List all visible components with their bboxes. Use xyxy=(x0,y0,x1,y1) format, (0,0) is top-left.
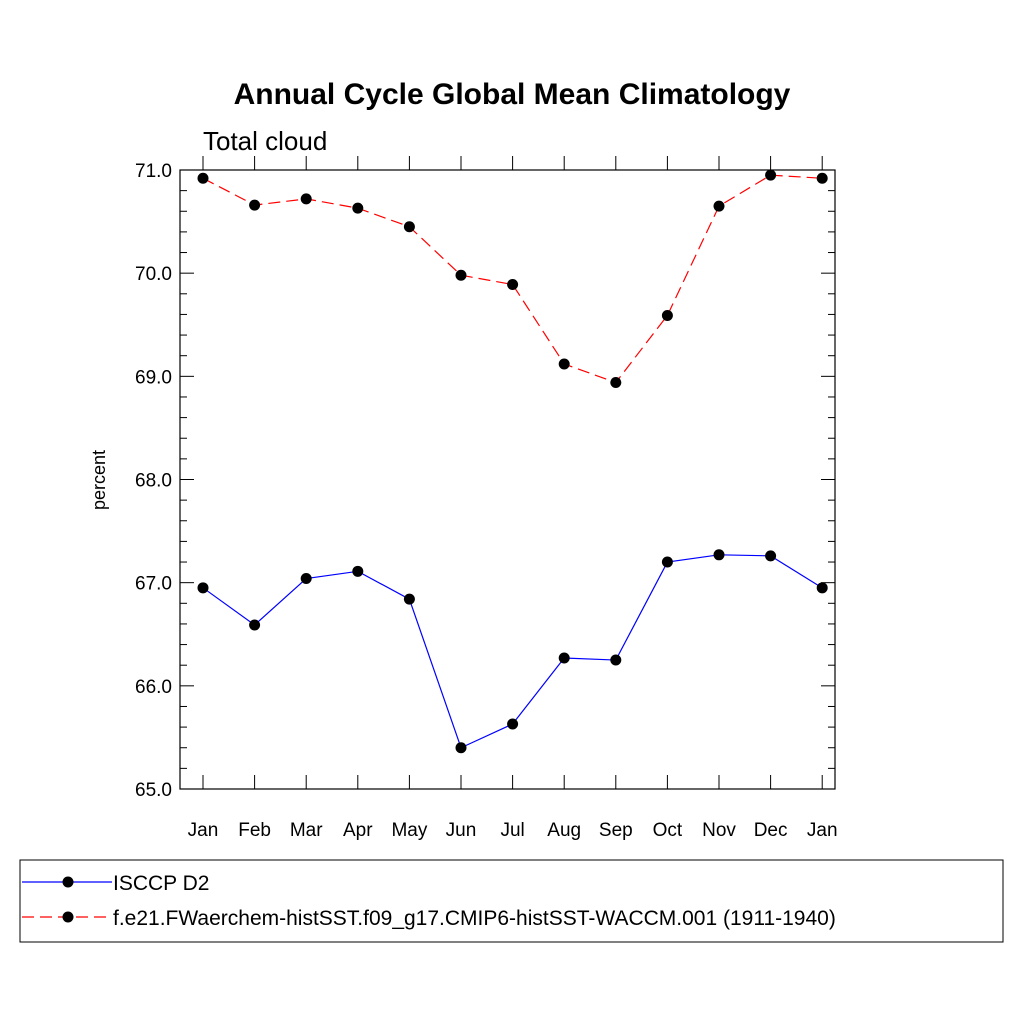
data-point-series-2 xyxy=(816,172,828,184)
data-point-series-2 xyxy=(197,172,209,184)
data-point-series-1 xyxy=(558,652,570,664)
data-point-series-1 xyxy=(661,556,673,568)
data-point-series-1 xyxy=(816,582,828,594)
x-tick-label: Sep xyxy=(599,820,633,841)
y-axis-label: percent xyxy=(89,450,109,510)
legend-label-1: ISCCP D2 xyxy=(113,872,209,895)
x-tick-label: Aug xyxy=(547,820,581,841)
y-tick-label: 69.0 xyxy=(135,367,172,388)
plot-frame xyxy=(179,169,836,790)
data-point-series-2 xyxy=(610,377,622,389)
y-tick-label: 71.0 xyxy=(135,161,172,182)
data-point-series-2 xyxy=(661,309,673,321)
x-tick-label: Jun xyxy=(446,820,477,841)
chart-title: Annual Cycle Global Mean Climatology xyxy=(234,78,791,111)
data-point-series-1 xyxy=(455,742,467,754)
data-point-series-2 xyxy=(249,199,261,211)
data-point-series-2 xyxy=(558,358,570,370)
data-point-series-1 xyxy=(403,593,415,605)
x-tick-label: Jul xyxy=(500,820,524,841)
legend-marker-1 xyxy=(62,876,74,888)
series-line-2 xyxy=(202,174,823,384)
x-tick-label: Mar xyxy=(290,820,323,841)
x-tick-label: May xyxy=(391,820,427,841)
x-tick-label: Feb xyxy=(238,820,271,841)
data-point-series-1 xyxy=(765,550,777,562)
data-point-series-1 xyxy=(713,549,725,561)
legend-marker-2 xyxy=(62,911,74,923)
data-point-series-1 xyxy=(610,654,622,666)
data-point-series-1 xyxy=(352,565,364,577)
data-point-series-1 xyxy=(300,573,312,585)
legend-label-2: f.e21.FWaerchem-histSST.f09_g17.CMIP6-hi… xyxy=(113,907,836,930)
data-point-series-1 xyxy=(507,718,519,730)
data-point-series-1 xyxy=(197,582,209,594)
x-tick-label: Oct xyxy=(653,820,683,841)
series-layer xyxy=(197,169,828,754)
data-point-series-2 xyxy=(713,200,725,212)
data-point-series-2 xyxy=(507,279,519,291)
y-tick-label: 65.0 xyxy=(135,780,172,801)
y-tick-label: 67.0 xyxy=(135,574,172,595)
data-point-series-2 xyxy=(403,221,415,233)
y-tick-label: 68.0 xyxy=(135,471,172,492)
data-point-series-2 xyxy=(352,202,364,214)
data-point-series-2 xyxy=(300,193,312,205)
legend: ISCCP D2 f.e21.FWaerchem-histSST.f09_g17.… xyxy=(22,872,836,930)
legend-box xyxy=(19,859,1004,943)
data-point-series-1 xyxy=(249,619,261,631)
chart-subtitle: Total cloud xyxy=(203,126,327,156)
y-tick-label: 66.0 xyxy=(135,677,172,698)
data-point-series-2 xyxy=(765,169,777,181)
x-tick-label: Jan xyxy=(188,820,219,841)
x-tick-label: Apr xyxy=(343,820,373,841)
x-tick-label: Dec xyxy=(754,820,788,841)
x-tick-label: Nov xyxy=(702,820,736,841)
y-axis-ticks: 65.0 66.0 67.0 68.0 69.0 70.0 71.0 xyxy=(135,161,835,801)
x-tick-label: Jan xyxy=(807,820,838,841)
data-point-series-2 xyxy=(455,269,467,281)
x-axis-ticks: Jan Feb Mar Apr May Jun Jul Aug Sep Oct Nov Dec Jan xyxy=(188,156,838,841)
y-tick-label: 70.0 xyxy=(135,264,172,285)
